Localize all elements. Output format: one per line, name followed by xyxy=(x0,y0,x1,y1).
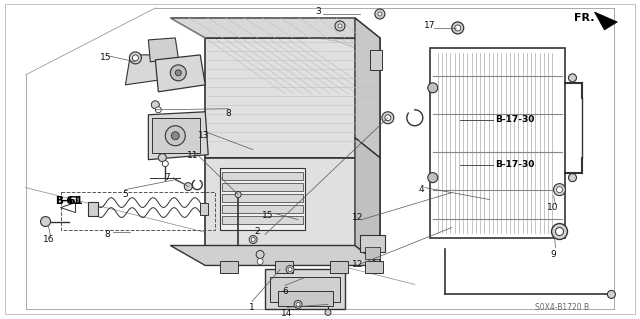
Circle shape xyxy=(568,174,577,182)
Bar xyxy=(152,118,200,153)
Circle shape xyxy=(151,101,159,109)
Circle shape xyxy=(452,22,464,34)
Bar xyxy=(220,168,305,230)
Bar xyxy=(200,203,208,215)
Polygon shape xyxy=(355,138,380,265)
Text: 3: 3 xyxy=(315,7,321,17)
Bar xyxy=(220,262,238,273)
Polygon shape xyxy=(355,18,380,158)
Circle shape xyxy=(129,52,141,64)
Text: 17: 17 xyxy=(424,21,436,30)
Circle shape xyxy=(251,238,255,241)
Circle shape xyxy=(184,182,192,191)
Polygon shape xyxy=(148,38,179,62)
Circle shape xyxy=(552,224,568,240)
Circle shape xyxy=(428,173,438,182)
Circle shape xyxy=(170,65,186,81)
Bar xyxy=(365,248,380,259)
Text: 12: 12 xyxy=(352,260,364,269)
Circle shape xyxy=(156,107,161,113)
Text: B-17-30: B-17-30 xyxy=(495,160,534,169)
Circle shape xyxy=(382,112,394,124)
Text: 7: 7 xyxy=(164,173,170,182)
Circle shape xyxy=(165,126,185,146)
Bar xyxy=(365,262,383,273)
Circle shape xyxy=(158,154,166,162)
Bar xyxy=(265,270,345,309)
Circle shape xyxy=(294,300,302,308)
Text: 4: 4 xyxy=(419,185,424,194)
Text: 14: 14 xyxy=(282,309,292,318)
Circle shape xyxy=(256,250,264,258)
Text: 8: 8 xyxy=(225,109,231,118)
Text: 8: 8 xyxy=(104,230,110,239)
Bar xyxy=(222,204,303,212)
Circle shape xyxy=(554,184,566,196)
Text: B-17-30: B-17-30 xyxy=(495,115,534,124)
Circle shape xyxy=(249,235,257,243)
Bar xyxy=(370,50,382,70)
Polygon shape xyxy=(170,246,380,265)
Text: 15: 15 xyxy=(262,211,274,220)
Bar xyxy=(275,262,293,273)
Text: 1: 1 xyxy=(249,303,255,312)
Text: 10: 10 xyxy=(547,203,558,212)
Text: 15: 15 xyxy=(100,53,111,63)
Text: 2: 2 xyxy=(254,227,260,236)
Circle shape xyxy=(378,12,382,16)
Text: 13: 13 xyxy=(198,131,209,140)
Bar xyxy=(360,234,385,252)
Circle shape xyxy=(325,309,331,315)
Circle shape xyxy=(296,302,300,306)
Circle shape xyxy=(172,132,179,140)
Bar xyxy=(205,38,380,158)
Text: B-61: B-61 xyxy=(56,196,81,206)
Circle shape xyxy=(288,267,292,271)
Bar xyxy=(430,48,564,238)
Text: 16: 16 xyxy=(43,235,54,244)
Circle shape xyxy=(257,258,263,264)
Text: S0X4-B1720 B: S0X4-B1720 B xyxy=(534,303,589,312)
Text: 11: 11 xyxy=(186,151,198,160)
Circle shape xyxy=(335,21,345,31)
Circle shape xyxy=(557,187,563,193)
Circle shape xyxy=(40,217,51,226)
Text: 5: 5 xyxy=(122,190,128,199)
Circle shape xyxy=(338,24,342,28)
Circle shape xyxy=(455,25,461,31)
Polygon shape xyxy=(156,55,205,92)
Circle shape xyxy=(286,265,294,273)
Polygon shape xyxy=(595,12,618,30)
Circle shape xyxy=(163,161,168,167)
Bar xyxy=(222,194,303,202)
Text: 9: 9 xyxy=(550,250,556,259)
Circle shape xyxy=(428,83,438,93)
Bar xyxy=(330,262,348,273)
Circle shape xyxy=(235,192,241,197)
Text: 12: 12 xyxy=(352,213,364,222)
Circle shape xyxy=(568,74,577,82)
Polygon shape xyxy=(61,203,76,212)
Text: 6: 6 xyxy=(282,287,288,296)
Circle shape xyxy=(132,55,138,61)
Circle shape xyxy=(375,9,385,19)
Text: B-61: B-61 xyxy=(56,196,83,206)
Circle shape xyxy=(607,290,616,298)
Polygon shape xyxy=(170,18,380,38)
Bar xyxy=(270,278,340,302)
Polygon shape xyxy=(148,112,208,160)
Bar xyxy=(61,192,215,230)
Bar xyxy=(278,291,333,306)
Text: FR.: FR. xyxy=(575,13,595,23)
Bar xyxy=(222,182,303,191)
Bar xyxy=(88,202,99,216)
Circle shape xyxy=(175,70,181,76)
Bar xyxy=(222,216,303,224)
Circle shape xyxy=(556,227,563,235)
Polygon shape xyxy=(125,55,161,85)
Circle shape xyxy=(385,115,391,121)
Bar xyxy=(205,158,380,265)
Bar xyxy=(222,172,303,180)
